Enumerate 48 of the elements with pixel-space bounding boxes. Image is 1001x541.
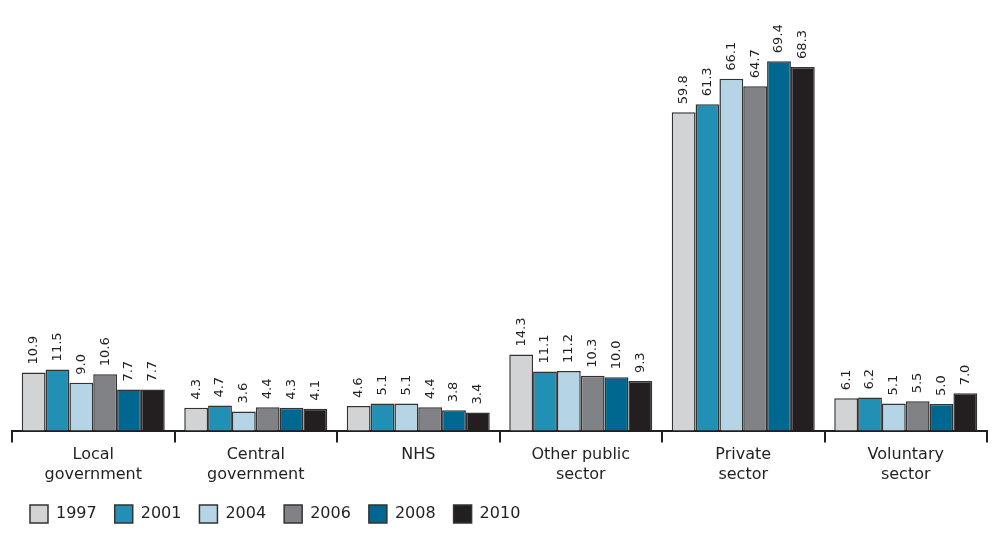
data-label: 6.1 xyxy=(837,369,853,391)
x-tick-label: Local government xyxy=(44,444,143,483)
data-label: 4.7 xyxy=(211,376,227,398)
data-label: 7.7 xyxy=(144,360,160,382)
x-tick-label: Voluntary sector xyxy=(867,444,944,483)
data-label: 4.3 xyxy=(187,379,203,400)
data-label: 10.6 xyxy=(96,337,112,367)
data-label: 10.3 xyxy=(584,338,600,368)
data-label: 10.9 xyxy=(25,335,41,365)
data-label: 4.1 xyxy=(306,380,322,401)
data-label: 10.0 xyxy=(607,340,623,370)
data-label: 4.4 xyxy=(259,378,275,400)
data-label: 11.1 xyxy=(536,334,552,364)
data-label: 11.2 xyxy=(560,334,576,363)
data-label: 7.7 xyxy=(120,360,136,382)
x-tick-label: Private sector xyxy=(715,444,772,483)
data-label: 14.3 xyxy=(512,317,528,347)
data-label: 66.1 xyxy=(722,41,738,71)
data-label: 5.1 xyxy=(397,374,413,396)
data-label: 5.5 xyxy=(909,372,925,394)
data-label: 5.1 xyxy=(373,374,389,396)
data-label: 9.0 xyxy=(72,354,88,375)
legend-label: 2004 xyxy=(225,503,267,523)
x-tick-label: Other public sector xyxy=(531,444,631,483)
legend-label: 1997 xyxy=(56,503,97,523)
legend-label: 2001 xyxy=(140,503,182,523)
data-label: 68.3 xyxy=(794,30,810,60)
data-label: 3.6 xyxy=(235,382,251,404)
legend-label: 2006 xyxy=(310,503,351,523)
legend-label: 2010 xyxy=(479,503,521,523)
data-label: 6.2 xyxy=(861,368,877,390)
legend-label: 2008 xyxy=(394,503,436,523)
data-label: 61.3 xyxy=(698,67,714,97)
x-tick-label: Central government xyxy=(206,444,305,483)
data-label: 4.3 xyxy=(282,379,298,400)
data-label: 4.4 xyxy=(421,378,437,400)
data-label: 64.7 xyxy=(746,49,762,79)
data-label: 3.4 xyxy=(469,383,485,405)
data-label: 5.1 xyxy=(885,374,901,396)
data-label: 11.5 xyxy=(48,332,64,362)
data-label: 3.8 xyxy=(445,381,461,403)
data-label: 9.3 xyxy=(631,352,647,374)
data-label: 5.0 xyxy=(932,375,948,396)
x-tick-label: NHS xyxy=(401,444,436,464)
data-label: 69.4 xyxy=(770,24,786,54)
data-label: 7.0 xyxy=(956,364,972,386)
data-label: 59.8 xyxy=(675,75,691,105)
data-label: 4.6 xyxy=(350,377,366,399)
